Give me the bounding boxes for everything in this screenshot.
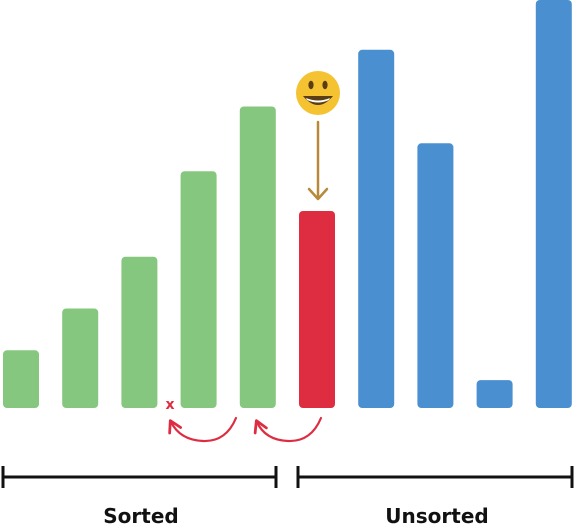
down-arrow-icon <box>307 120 329 201</box>
unsorted-bar <box>535 0 572 408</box>
sorted-bar <box>3 350 39 408</box>
unsorted-label: Unsorted <box>385 504 488 528</box>
sorted-bracket <box>1 466 278 488</box>
x-mark-icon: x <box>165 397 174 413</box>
unsorted-bar <box>476 380 513 408</box>
sorted-bar <box>62 308 99 408</box>
smiling-face-icon <box>296 71 340 115</box>
unsorted-bar <box>358 49 395 409</box>
move-arrows <box>168 416 323 443</box>
unsorted-bracket <box>296 466 574 488</box>
sorted-bar <box>180 171 217 408</box>
curved-arrow-icon <box>253 416 323 443</box>
unsorted-bar <box>417 143 454 409</box>
sorted-label: Sorted <box>103 504 178 528</box>
sorted-bar <box>121 256 158 408</box>
current-bar <box>299 211 335 408</box>
sorted-bar <box>239 106 276 408</box>
curved-arrow-icon <box>168 416 238 443</box>
bars-group <box>3 0 572 409</box>
